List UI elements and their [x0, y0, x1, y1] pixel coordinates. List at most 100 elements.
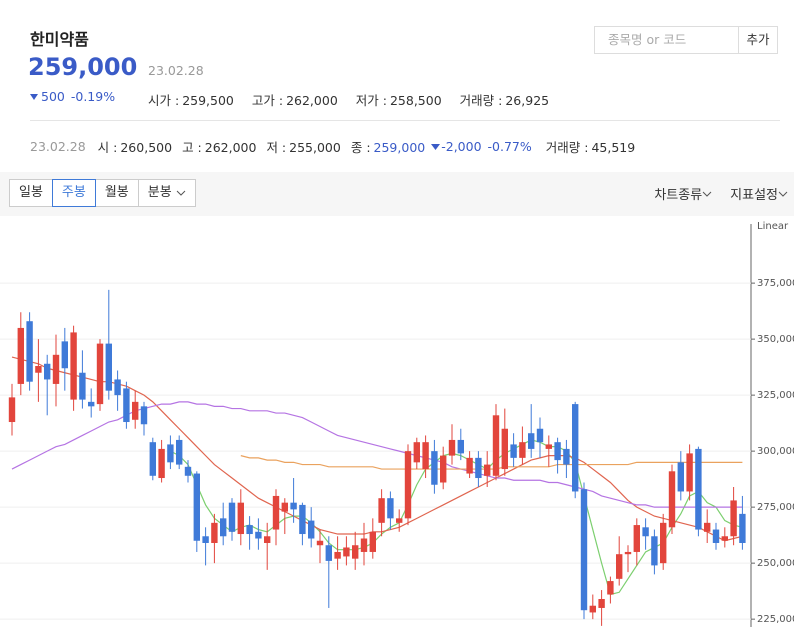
- candle-body: [105, 343, 112, 391]
- stat: 종 :259,000: [351, 137, 425, 156]
- candle-body: [70, 332, 77, 400]
- candle-body: [545, 444, 552, 449]
- candle-body: [264, 536, 271, 543]
- candle-body: [475, 457, 482, 479]
- candle-body: [308, 520, 315, 539]
- y-tick-label: 225,000: [757, 614, 794, 625]
- candle-body: [369, 531, 376, 552]
- candle-body: [17, 327, 24, 384]
- candle-body: [202, 536, 209, 543]
- candle-body: [272, 495, 280, 530]
- candle-body: [290, 502, 297, 510]
- y-tick-label: 275,000: [757, 502, 794, 513]
- period-tab[interactable]: 월봉: [94, 179, 139, 207]
- candle-body: [396, 518, 403, 523]
- stat-value: 259,500: [182, 93, 234, 108]
- stat: 거래량 :26,925: [460, 90, 549, 109]
- stat-label: 저 :: [266, 140, 287, 155]
- stat-value: 260,500: [120, 140, 173, 155]
- period-tab[interactable]: 주봉: [51, 179, 96, 207]
- stat: 저가 :258,500: [356, 90, 442, 109]
- candle-body: [26, 321, 33, 382]
- candle-body: [343, 547, 350, 557]
- candle-body: [149, 442, 156, 476]
- candle-body: [35, 366, 42, 373]
- menu[interactable]: 지표설정: [730, 184, 788, 203]
- candle-body: [422, 442, 429, 470]
- candle-body: [721, 536, 728, 541]
- scale-label: Linear: [757, 221, 789, 232]
- candle-body: [316, 540, 324, 546]
- chevron: [702, 191, 712, 197]
- candle-body: [624, 551, 632, 555]
- change: 500 -0.19%: [30, 89, 115, 104]
- stat-label: 거래량 :: [459, 93, 503, 108]
- candle-body: [580, 489, 588, 611]
- candle-body: [228, 502, 236, 532]
- stat-value: 262,000: [204, 140, 257, 155]
- candle-body: [616, 554, 623, 579]
- daily-change-value: -2,000: [441, 139, 482, 154]
- y-tick-label: 375,000: [757, 278, 794, 289]
- candle-body: [519, 442, 526, 458]
- candle-body: [193, 473, 200, 541]
- candle-body: [132, 401, 139, 420]
- stat-label: 고가 :: [251, 93, 284, 108]
- chevron: [176, 190, 186, 196]
- moving-average: [11, 356, 743, 542]
- menu[interactable]: 차트종류: [654, 184, 712, 203]
- candle-body: [413, 442, 420, 463]
- stat-value: 255,000: [289, 140, 341, 155]
- stat: 거래량 :45,519: [546, 137, 635, 156]
- stat-value: 26,925: [505, 93, 550, 108]
- candle-body: [325, 545, 332, 561]
- candle-body: [466, 457, 473, 474]
- candle-body: [677, 462, 684, 492]
- candle-body: [598, 598, 605, 608]
- candle-body: [176, 439, 183, 465]
- down-arrow: [431, 144, 441, 150]
- stat-value: 262,000: [286, 93, 338, 108]
- candle-body: [704, 522, 711, 532]
- candle-body: [686, 453, 693, 492]
- daily-change: -2,000 -0.77%: [431, 139, 532, 154]
- candle-body: [501, 428, 508, 470]
- stat-value: 259,000: [373, 140, 426, 155]
- candle-body: [299, 504, 306, 535]
- candle-body: [88, 401, 95, 407]
- candle-body: [167, 444, 174, 463]
- stat: 고 :262,000: [182, 137, 256, 156]
- candle-body: [563, 448, 570, 465]
- search-input[interactable]: 종목명 or 코드: [594, 26, 739, 54]
- candle-body: [237, 502, 244, 535]
- add-button[interactable]: 추가: [738, 26, 778, 54]
- stats: 시가 :259,500 고가 :262,000 저가 :258,500 거래량 :26…: [148, 90, 567, 109]
- candle-body: [528, 433, 535, 449]
- candle-body: [633, 525, 640, 552]
- candle-body: [536, 428, 544, 443]
- candle-body: [220, 518, 227, 537]
- candle-body: [651, 536, 658, 566]
- stat-label: 시가 :: [148, 93, 180, 108]
- candle-body: [712, 529, 720, 543]
- candle-body: [184, 466, 192, 476]
- candle-body: [44, 363, 51, 380]
- candle-body: [510, 444, 517, 458]
- candle-body: [52, 354, 60, 384]
- moving-average: [170, 439, 743, 596]
- candle-body: [448, 439, 456, 456]
- candle-body: [8, 397, 16, 423]
- candle-body: [352, 545, 359, 559]
- candle-body: [404, 451, 412, 519]
- candle-body: [642, 527, 649, 537]
- y-tick-label: 350,000: [757, 334, 794, 345]
- candle-body: [668, 471, 676, 528]
- period-tab[interactable]: 분봉: [137, 179, 196, 207]
- candle-body: [387, 498, 394, 519]
- period-tab[interactable]: 일봉: [9, 179, 53, 207]
- candle-body: [140, 406, 148, 425]
- chevron: [778, 191, 788, 197]
- stat-label: 고 :: [182, 140, 202, 155]
- candle-body: [695, 448, 702, 530]
